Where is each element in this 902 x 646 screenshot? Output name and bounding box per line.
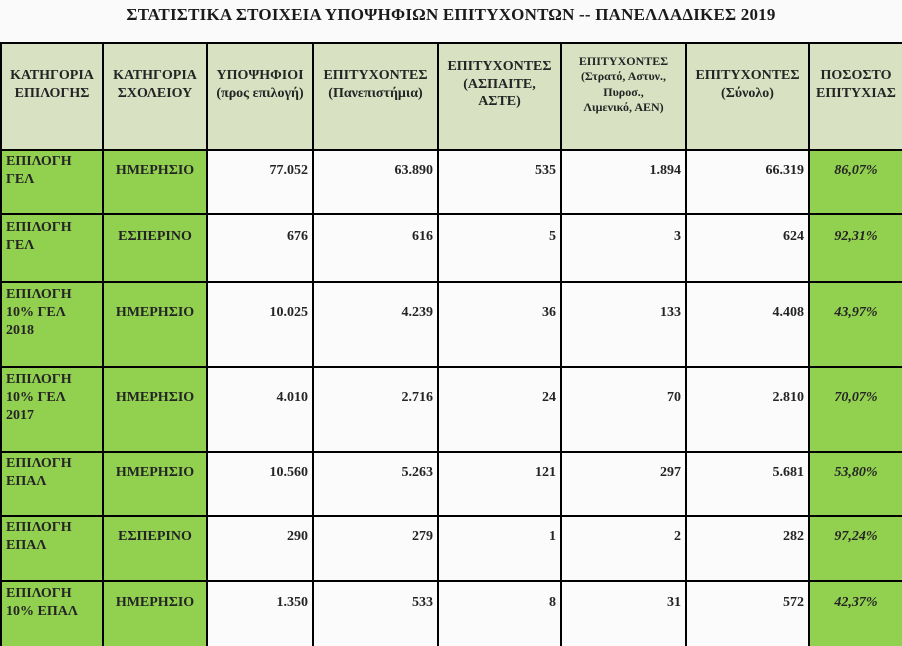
universities-cell: 5.263 [312,450,439,517]
stats-table: ΚΑΤΗΓΟΡΙΑ ΕΠΙΛΟΓΗΣ ΚΑΤΗΓΟΡΙΑ ΣΧΟΛΕΙΟΥ ΥΠ… [0,42,902,646]
table-row: ΕΠΙΛΟΓΗ 10% ΓΕΛ 2017 ΗΜΕΡΗΣΙΟ 4.010 2.71… [0,365,902,453]
aspete-aste-cell: 8 [437,579,562,646]
percentage-cell: 43,97% [808,280,902,368]
military-cell: 2 [560,514,687,582]
school-cell: ΗΜΕΡΗΣΙΟ [102,365,208,453]
page-title: ΣΤΑΤΙΣΤΙΚΑ ΣΤΟΙΧΕΙΑ ΥΠΟΨΗΦΙΩΝ ΕΠΙΤΥΧΟΝΤΩ… [126,5,776,24]
candidates-cell: 10.025 [206,280,314,368]
category-cell: ΕΠΙΛΟΓΗ 10% ΓΕΛ 2017 [0,365,104,453]
universities-cell: 63.890 [312,149,439,215]
category-cell: ΕΠΙΛΟΓΗ ΓΕΛ [0,212,104,283]
header-success-universities: ΕΠΙΤΥΧΟΝΤΕΣ (Πανεπιστήμια) [312,42,439,151]
total-cell: 572 [685,579,810,646]
aspete-aste-cell: 24 [437,365,562,453]
percentage-cell: 70,07% [808,365,902,453]
military-cell: 3 [560,212,687,283]
total-cell: 624 [685,212,810,283]
percentage-cell: 86,07% [808,149,902,215]
table-row: ΕΠΙΛΟΓΗ ΕΠΑΛ ΗΜΕΡΗΣΙΟ 10.560 5.263 121 2… [0,450,902,517]
candidates-cell: 10.560 [206,450,314,517]
candidates-cell: 77.052 [206,149,314,215]
header-success-total: ΕΠΙΤΥΧΟΝΤΕΣ (Σύνολο) [685,42,810,151]
category-cell: ΕΠΙΛΟΓΗ ΕΠΑΛ [0,514,104,582]
table-row: ΕΠΙΛΟΓΗ 10% ΓΕΛ 2018 ΗΜΕΡΗΣΙΟ 10.025 4.2… [0,280,902,368]
percentage-cell: 42,37% [808,579,902,646]
military-cell: 31 [560,579,687,646]
table-row: ΕΠΙΛΟΓΗ ΓΕΛ ΕΣΠΕΡΙΝΟ 676 616 5 3 624 92,… [0,212,902,283]
total-cell: 2.810 [685,365,810,453]
aspete-aste-cell: 121 [437,450,562,517]
military-cell: 133 [560,280,687,368]
category-cell: ΕΠΙΛΟΓΗ 10% ΕΠΑΛ [0,579,104,646]
category-cell: ΕΠΙΛΟΓΗ 10% ΓΕΛ 2018 [0,280,104,368]
percentage-cell: 97,24% [808,514,902,582]
school-cell: ΗΜΕΡΗΣΙΟ [102,450,208,517]
aspete-aste-cell: 535 [437,149,562,215]
school-cell: ΗΜΕΡΗΣΙΟ [102,579,208,646]
header-candidates: ΥΠΟΨΗΦΙΟΙ (προς επιλογή) [206,42,314,151]
header-category-school: ΚΑΤΗΓΟΡΙΑ ΣΧΟΛΕΙΟΥ [102,42,208,151]
percentage-cell: 92,31% [808,212,902,283]
aspete-aste-cell: 5 [437,212,562,283]
candidates-cell: 290 [206,514,314,582]
military-cell: 70 [560,365,687,453]
total-cell: 282 [685,514,810,582]
candidates-cell: 4.010 [206,365,314,453]
universities-cell: 279 [312,514,439,582]
military-cell: 1.894 [560,149,687,215]
universities-cell: 533 [312,579,439,646]
header-success-military: ΕΠΙΤΥΧΟΝΤΕΣ (Στρατό, Αστυν., Πυροσ., Λιμ… [560,42,687,151]
total-cell: 66.319 [685,149,810,215]
category-cell: ΕΠΙΛΟΓΗ ΓΕΛ [0,149,104,215]
header-category-selection: ΚΑΤΗΓΟΡΙΑ ΕΠΙΛΟΓΗΣ [0,42,104,151]
school-cell: ΗΜΕΡΗΣΙΟ [102,149,208,215]
header-row: ΚΑΤΗΓΟΡΙΑ ΕΠΙΛΟΓΗΣ ΚΑΤΗΓΟΡΙΑ ΣΧΟΛΕΙΟΥ ΥΠ… [0,42,902,151]
table-row: ΕΠΙΛΟΓΗ 10% ΕΠΑΛ ΗΜΕΡΗΣΙΟ 1.350 533 8 31… [0,579,902,646]
percentage-cell: 53,80% [808,450,902,517]
school-cell: ΕΣΠΕΡΙΝΟ [102,514,208,582]
header-success-aspete-aste: ΕΠΙΤΥΧΟΝΤΕΣ (ΑΣΠΑΙΤΕ, ΑΣΤΕ) [437,42,562,151]
candidates-cell: 1.350 [206,579,314,646]
total-cell: 5.681 [685,450,810,517]
aspete-aste-cell: 36 [437,280,562,368]
table-row: ΕΠΙΛΟΓΗ ΕΠΑΛ ΕΣΠΕΡΙΝΟ 290 279 1 2 282 97… [0,514,902,582]
table-row: ΕΠΙΛΟΓΗ ΓΕΛ ΗΜΕΡΗΣΙΟ 77.052 63.890 535 1… [0,149,902,215]
universities-cell: 2.716 [312,365,439,453]
school-cell: ΕΣΠΕΡΙΝΟ [102,212,208,283]
header-success-rate: ΠΟΣΟΣΤΟ ΕΠΙΤΥΧΙΑΣ [808,42,902,151]
military-cell: 297 [560,450,687,517]
universities-cell: 4.239 [312,280,439,368]
universities-cell: 616 [312,212,439,283]
total-cell: 4.408 [685,280,810,368]
category-cell: ΕΠΙΛΟΓΗ ΕΠΑΛ [0,450,104,517]
aspete-aste-cell: 1 [437,514,562,582]
school-cell: ΗΜΕΡΗΣΙΟ [102,280,208,368]
candidates-cell: 676 [206,212,314,283]
